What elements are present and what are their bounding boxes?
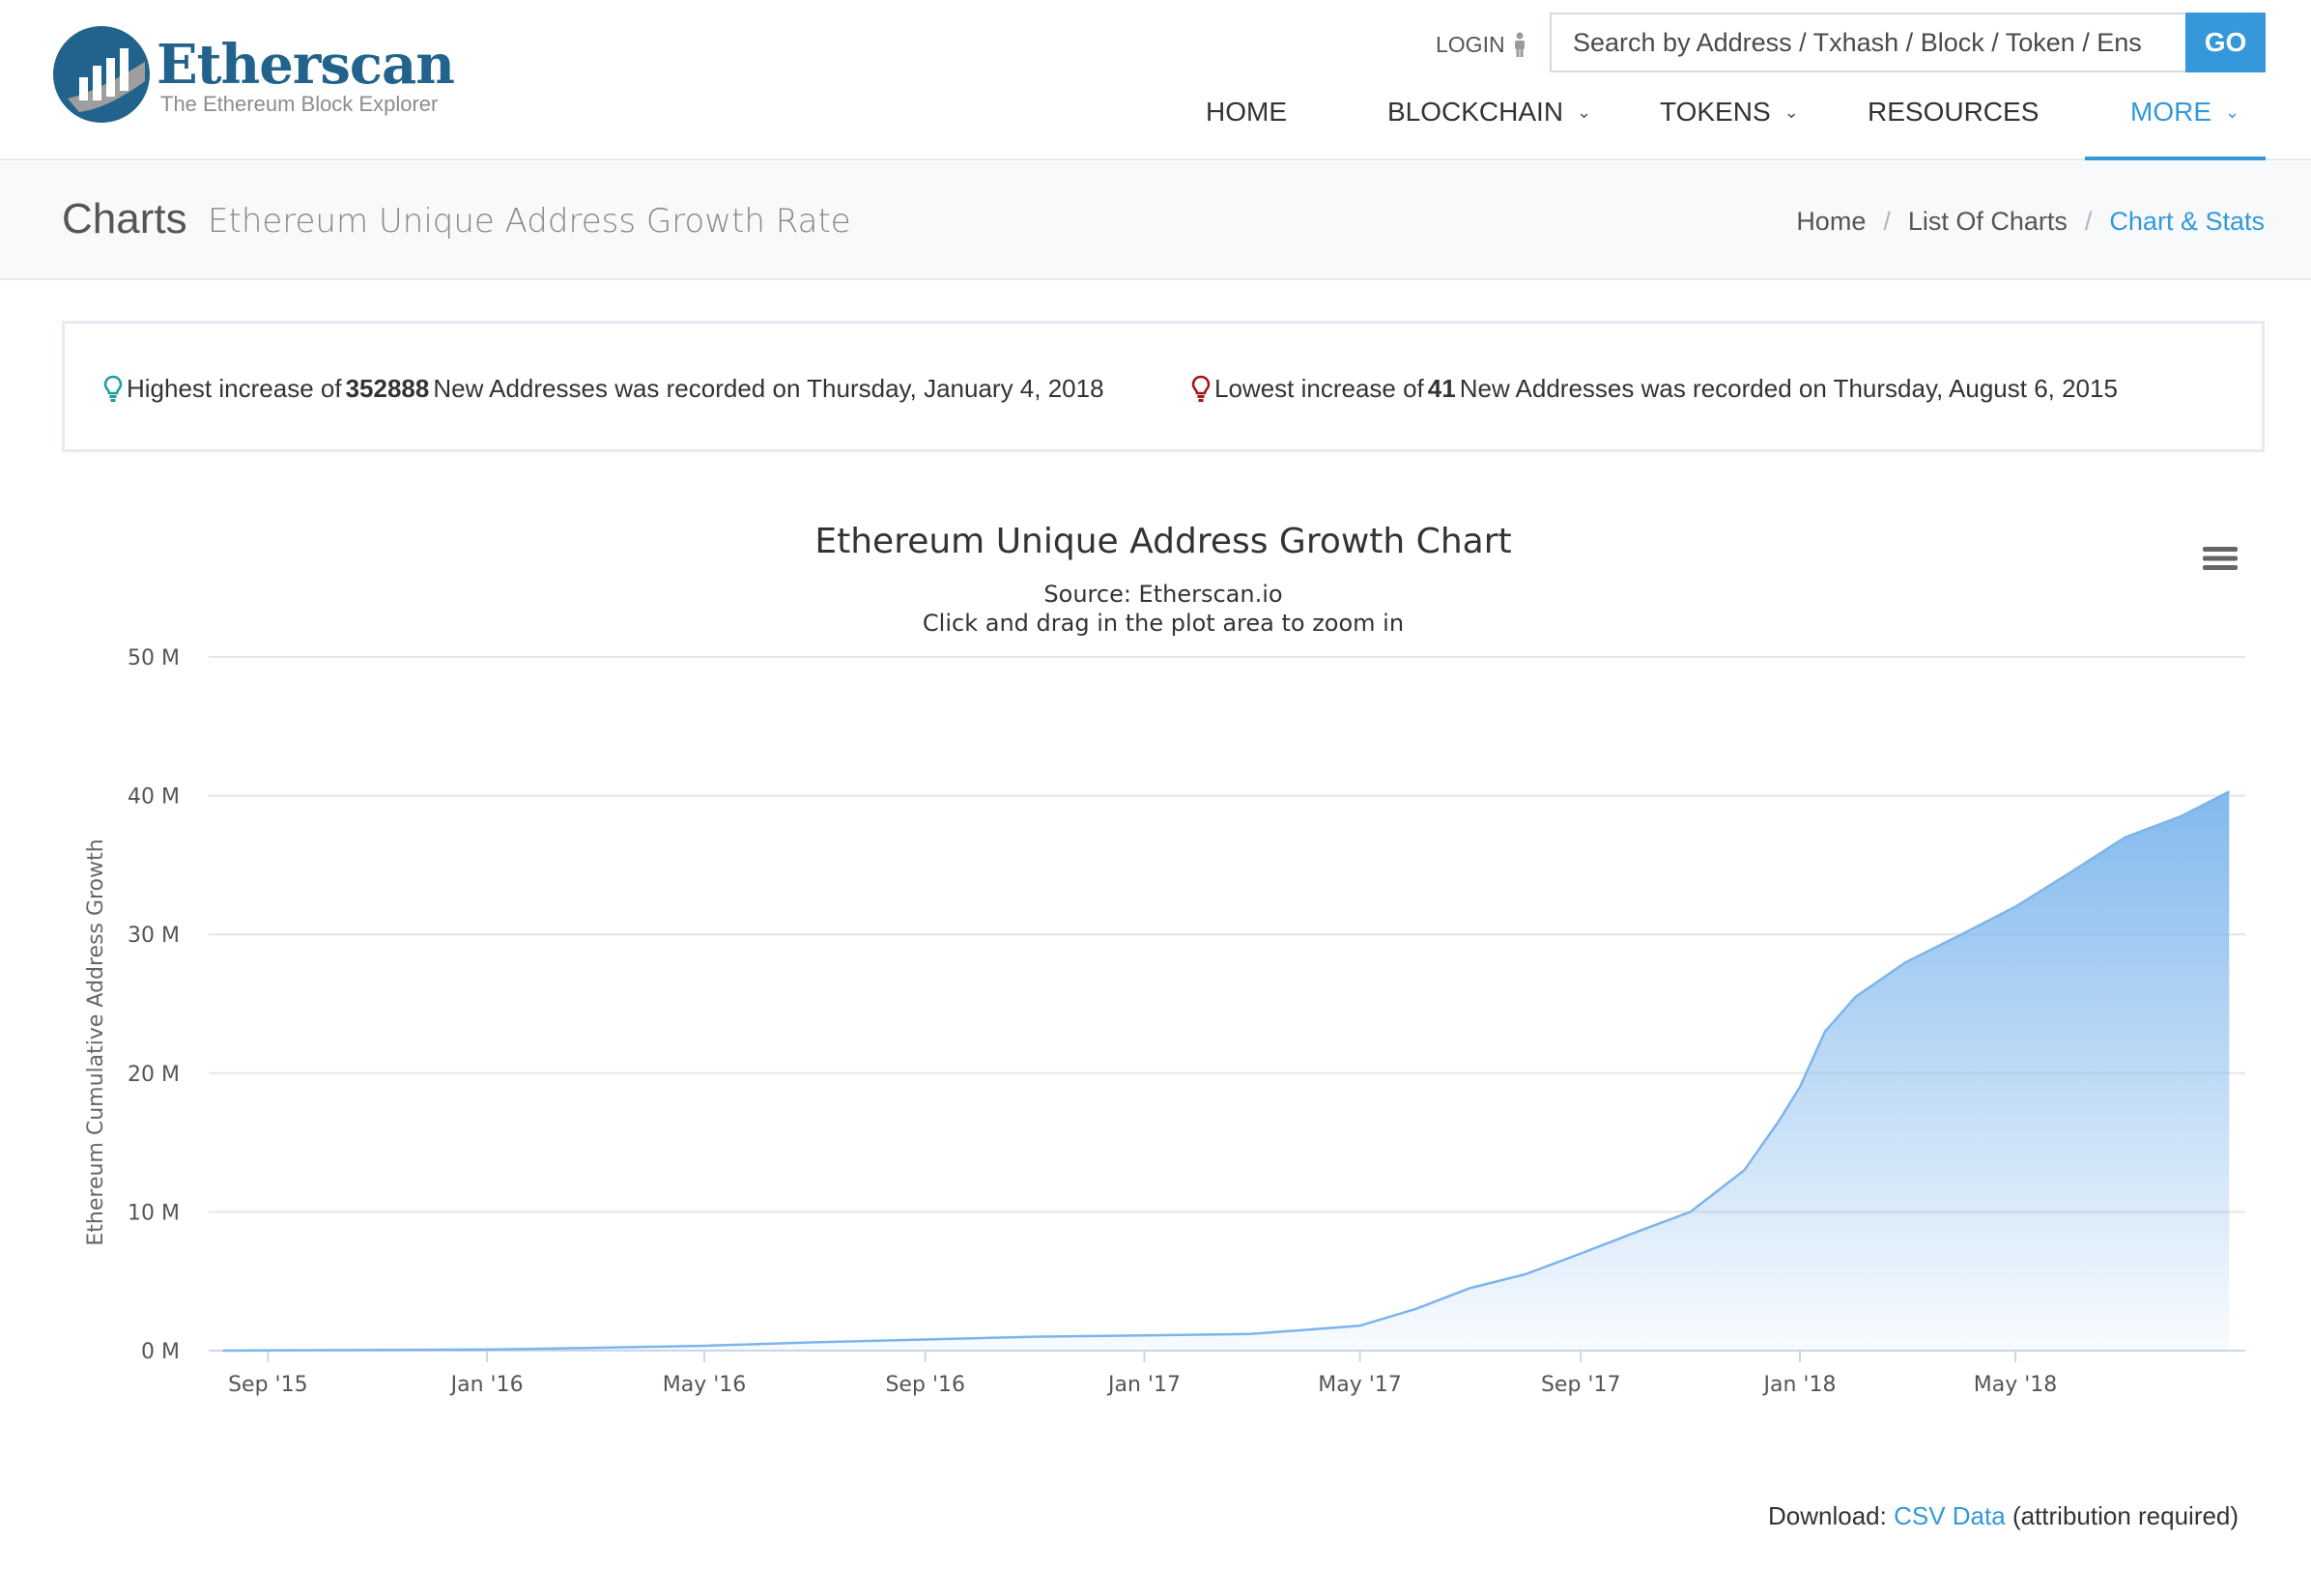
page-subtitle: Ethereum Unique Address Growth Rate bbox=[208, 202, 851, 241]
breadcrumb: Home / List Of Charts / Chart & Stats bbox=[1796, 207, 2265, 237]
download-prefix: Download: bbox=[1768, 1501, 1887, 1530]
etherscan-logo[interactable]: Etherscan The Ethereum Block Explorer bbox=[50, 23, 456, 131]
highest-increase-stat: Highest increase of 352888 New Addresses… bbox=[103, 374, 1104, 404]
nav-home[interactable]: HOME bbox=[1206, 97, 1287, 158]
search-input[interactable] bbox=[1550, 13, 2185, 72]
highest-value: 352888 bbox=[345, 374, 430, 403]
download-suffix: (attribution required) bbox=[2011, 1501, 2240, 1530]
chart-zoom-hint: Click and drag in the plot area to zoom … bbox=[922, 610, 1405, 637]
login-link[interactable]: LOGIN bbox=[1436, 29, 1528, 60]
nav-more-label: MORE bbox=[2130, 97, 2211, 127]
breadcrumb-list-of-charts[interactable]: List Of Charts bbox=[1907, 207, 2068, 236]
y-axis-title: Ethereum Cumulative Address Growth bbox=[84, 839, 108, 1245]
site-header: Etherscan The Ethereum Block Explorer LO… bbox=[0, 0, 2311, 160]
x-tick-label: May '16 bbox=[663, 1373, 747, 1397]
x-tick-label: Jan '18 bbox=[1762, 1373, 1837, 1397]
lightbulb-icon bbox=[1191, 375, 1211, 402]
download-line: Download: CSV Data (attribution required… bbox=[1768, 1501, 2239, 1531]
y-tick-label: 30 M bbox=[128, 924, 180, 948]
chart-canvas[interactable]: 0 M 10 M 20 M 30 M 40 M 50 M Sep '15 Jan '16 May… bbox=[62, 502, 2265, 1430]
nav-resources[interactable]: RESOURCES bbox=[1868, 97, 2039, 158]
active-nav-indicator bbox=[2085, 157, 2266, 160]
stats-panel: Highest increase of 352888 New Addresses… bbox=[62, 321, 2265, 452]
x-tick-label: Jan '17 bbox=[1106, 1373, 1181, 1397]
y-tick-label: 40 M bbox=[128, 785, 180, 810]
search-go-button[interactable]: GO bbox=[2185, 13, 2266, 72]
csv-data-link[interactable]: CSV Data bbox=[1894, 1501, 2006, 1530]
breadcrumb-chart-stats[interactable]: Chart & Stats bbox=[2109, 207, 2265, 236]
chevron-down-icon: ⌄ bbox=[2225, 102, 2240, 122]
lowest-increase-stat: Lowest increase of 41 New Addresses was … bbox=[1191, 374, 2118, 404]
x-tick-label: May '18 bbox=[1974, 1373, 2058, 1397]
lowest-value: 41 bbox=[1427, 374, 1456, 403]
x-tick-label: Sep '15 bbox=[228, 1373, 308, 1397]
brand-tagline: The Ethereum Block Explorer bbox=[160, 92, 439, 116]
page-title: Charts bbox=[62, 195, 187, 242]
chevron-down-icon: ⌄ bbox=[1577, 102, 1592, 122]
highest-suffix: New Addresses was recorded on Thursday, … bbox=[433, 374, 1104, 403]
nav-more[interactable]: MORE ⌄ bbox=[2130, 97, 2240, 158]
nav-tokens[interactable]: TOKENS ⌄ bbox=[1660, 97, 1799, 158]
highest-prefix: Highest increase of bbox=[127, 374, 342, 403]
lowest-suffix: New Addresses was recorded on Thursday, … bbox=[1459, 374, 2118, 403]
x-tick-label: Sep '17 bbox=[1541, 1373, 1621, 1397]
etherscan-logo-icon bbox=[53, 26, 150, 123]
nav-home-label: HOME bbox=[1206, 97, 1287, 127]
y-tick-label: 50 M bbox=[128, 646, 180, 670]
x-tick-label: Sep '16 bbox=[885, 1373, 965, 1397]
breadcrumb-separator: / bbox=[1883, 207, 1891, 236]
address-growth-chart[interactable]: 0 M 10 M 20 M 30 M 40 M 50 M Sep '15 Jan '16 May… bbox=[62, 502, 2265, 1430]
series-line bbox=[222, 790, 2230, 1353]
breadcrumb-separator: / bbox=[2084, 207, 2093, 236]
chart-subtitle: Source: Etherscan.io bbox=[1043, 581, 1283, 608]
lowest-prefix: Lowest increase of bbox=[1214, 374, 1424, 403]
x-tick-label: May '17 bbox=[1318, 1373, 1402, 1397]
y-tick-label: 10 M bbox=[128, 1201, 180, 1225]
login-label: LOGIN bbox=[1436, 31, 1505, 57]
lightbulb-icon bbox=[103, 375, 123, 402]
nav-tokens-label: TOKENS bbox=[1660, 97, 1771, 127]
nav-resources-label: RESOURCES bbox=[1868, 97, 2040, 127]
chart-title: Ethereum Unique Address Growth Chart bbox=[814, 522, 1512, 561]
breadcrumb-home[interactable]: Home bbox=[1796, 207, 1867, 236]
page-header: Charts Ethereum Unique Address Growth Ra… bbox=[0, 160, 2311, 280]
nav-blockchain-label: BLOCKCHAIN bbox=[1387, 97, 1564, 127]
y-tick-label: 20 M bbox=[128, 1063, 180, 1087]
chart-subtitle-block: Source: Etherscan.io Click and drag in t… bbox=[62, 580, 2265, 638]
chevron-down-icon: ⌄ bbox=[1783, 102, 1799, 122]
user-icon bbox=[1514, 32, 1525, 57]
nav-blockchain[interactable]: BLOCKCHAIN ⌄ bbox=[1387, 97, 1591, 158]
series-area bbox=[222, 791, 2230, 1351]
x-tick-label: Jan '16 bbox=[449, 1373, 524, 1397]
brand-name: Etherscan bbox=[157, 33, 455, 97]
chart-menu-icon[interactable] bbox=[2201, 539, 2240, 578]
y-tick-label: 0 M bbox=[141, 1340, 180, 1364]
